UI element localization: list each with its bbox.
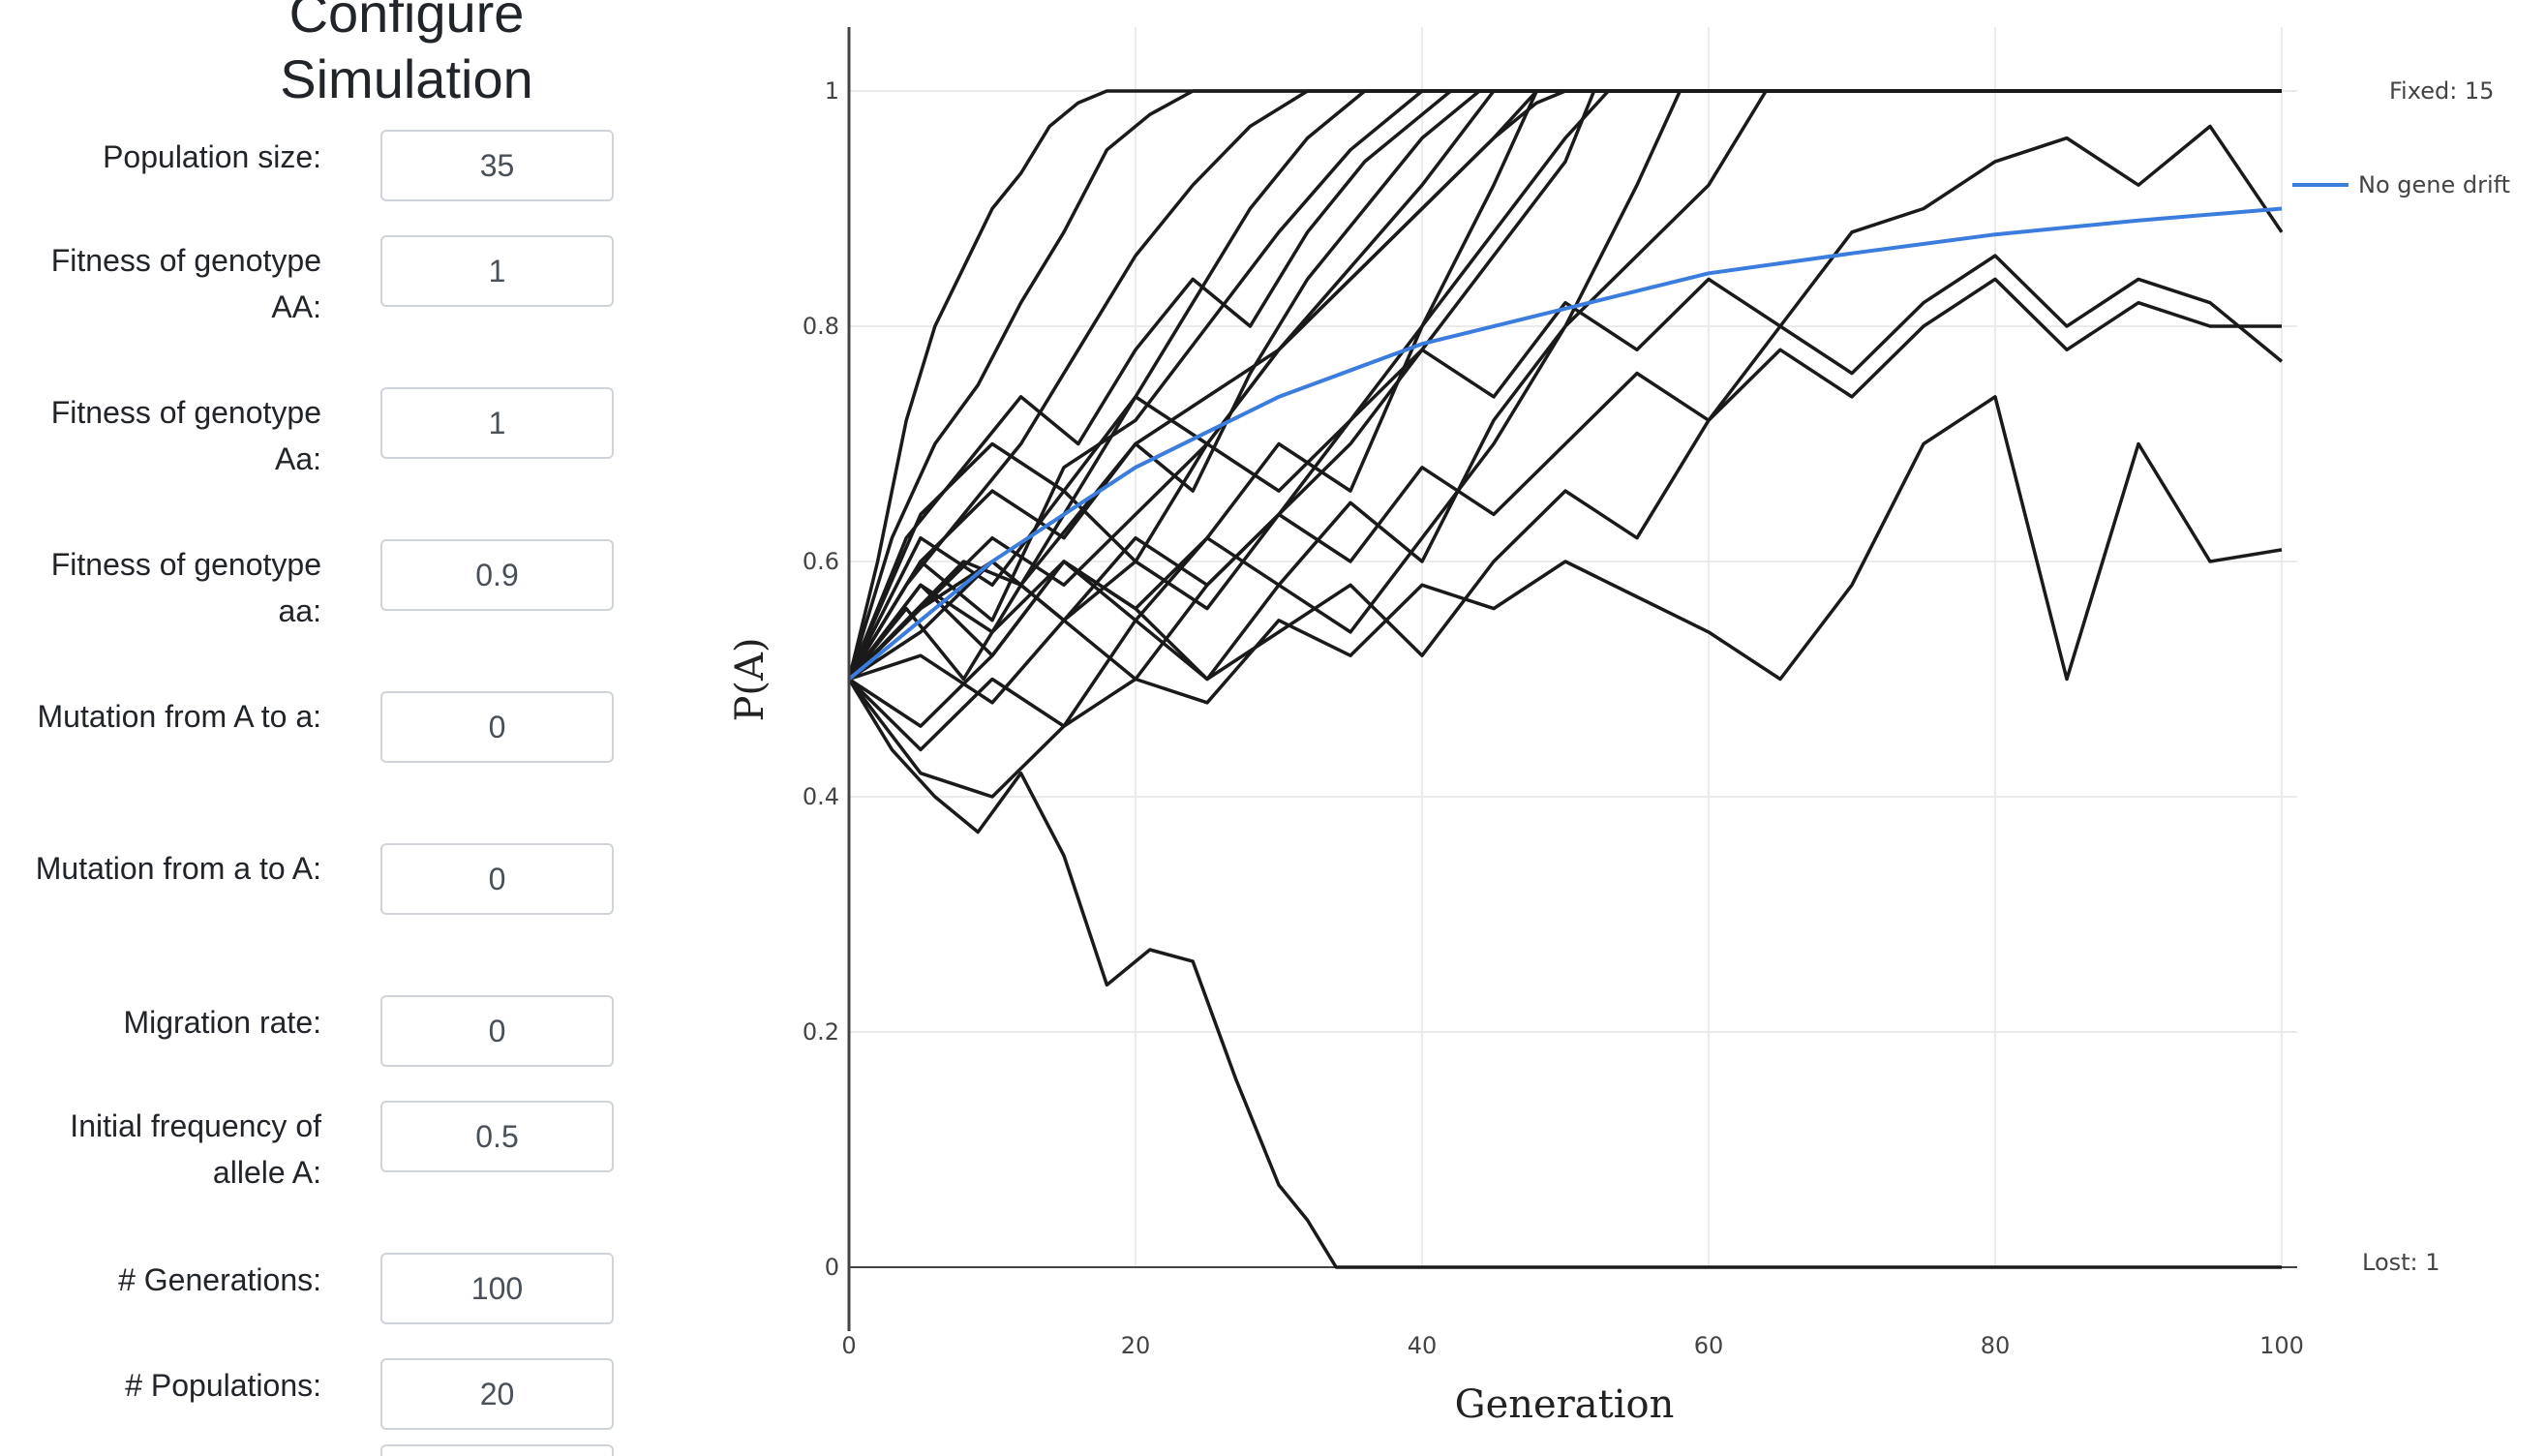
x-tick-label: 100	[2259, 1332, 2304, 1359]
fitness-aa-upper-input[interactable]	[380, 235, 614, 307]
legend-label: No gene drift	[2358, 171, 2510, 198]
y-tick-label: 0	[825, 1254, 839, 1281]
allele-frequency-chart: 0 20 40 60 80 100 0 0.2 0.4 0.6 0.8 1 Generation P(…	[697, 0, 2546, 1456]
chart-svg: 0 20 40 60 80 100 0 0.2 0.4 0.6 0.8 1 Generation P(…	[728, 27, 2510, 1427]
series-lines	[847, 89, 2284, 1269]
fitness-aa-upper-label: Fitness of genotype AA:	[50, 243, 321, 324]
population-line-4	[847, 89, 2282, 681]
axes: 0 20 40 60 80 100 0 0.2 0.4 0.6 0.8 1	[803, 27, 2304, 1359]
population-line-8	[848, 89, 2282, 728]
fitness-aa-lower-input[interactable]	[380, 539, 614, 611]
lost-count-annotation: Lost: 1	[2362, 1249, 2440, 1276]
initial-frequency-input[interactable]	[380, 1101, 614, 1172]
mutation-reverse-input[interactable]	[380, 843, 614, 915]
initial-frequency-label: Initial frequency of allele A:	[70, 1108, 321, 1190]
population-size-input[interactable]	[380, 130, 614, 201]
fitness-aa-mixed-input[interactable]	[380, 387, 614, 459]
grid	[849, 27, 2297, 1268]
population-line-5	[847, 89, 2282, 681]
mutation-reverse-label: Mutation from a to A:	[35, 851, 321, 886]
fitness-aa-mixed-label: Fitness of genotype Aa:	[50, 395, 321, 476]
mutation-a-to-a-input[interactable]	[380, 691, 614, 763]
population-line-20	[847, 277, 2282, 682]
config-panel: Configure Simulation Population size: Fi…	[0, 0, 678, 1456]
population-line-1	[847, 678, 2282, 1269]
population-line-18	[847, 124, 2284, 681]
x-tick-label: 40	[1408, 1332, 1438, 1359]
mutation-a-to-a-label: Mutation from A to a:	[37, 699, 321, 734]
y-tick-label: 0.4	[803, 783, 839, 810]
x-tick-label: 80	[1981, 1332, 2011, 1359]
migration-rate-label: Migration rate:	[123, 1005, 321, 1040]
page-title: Configure Simulation	[280, 0, 533, 109]
x-axis-title: Generation	[1455, 1382, 1675, 1427]
population-line-14	[848, 89, 2282, 682]
x-tick-label: 0	[841, 1332, 856, 1359]
population-line-3	[847, 89, 2282, 681]
y-tick-label: 0.8	[803, 313, 839, 340]
population-line-13	[847, 89, 2282, 682]
population-line-15	[847, 89, 2282, 681]
no-gene-drift-line	[847, 206, 2283, 682]
population-line-17	[847, 395, 2283, 799]
population-line-12	[847, 89, 2282, 681]
legend[interactable]: No gene drift	[2292, 171, 2510, 198]
population-line-11	[847, 89, 2282, 681]
x-tick-label: 60	[1694, 1332, 1724, 1359]
migration-rate-input[interactable]	[380, 995, 614, 1067]
partially-visible-input[interactable]	[380, 1444, 614, 1456]
x-tick-label: 20	[1121, 1332, 1151, 1359]
y-tick-label: 0.6	[803, 548, 839, 575]
population-line-7	[847, 89, 2282, 681]
y-axis-title: P(A)	[728, 637, 773, 721]
population-size-label: Population size:	[103, 139, 321, 174]
populations-input[interactable]	[380, 1358, 614, 1430]
population-line-2	[847, 89, 2282, 680]
population-line-6	[847, 89, 2282, 681]
population-line-16	[847, 89, 2282, 681]
y-tick-label: 1	[825, 77, 839, 105]
fitness-aa-lower-label: Fitness of genotype aa:	[50, 547, 321, 628]
y-tick-label: 0.2	[803, 1018, 839, 1046]
population-line-10	[847, 89, 2282, 752]
generations-input[interactable]	[380, 1253, 614, 1324]
population-line-19	[847, 254, 2284, 681]
generations-label: # Generations:	[118, 1262, 321, 1297]
populations-label: # Populations:	[125, 1368, 321, 1403]
population-line-9	[848, 89, 2282, 705]
fixed-count-annotation: Fixed: 15	[2389, 77, 2494, 105]
